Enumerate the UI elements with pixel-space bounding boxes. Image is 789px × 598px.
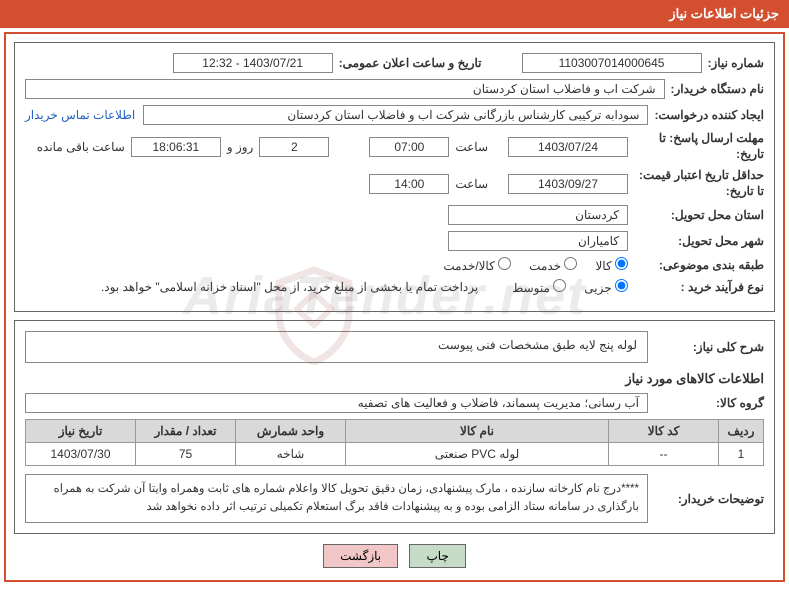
row-general-desc: شرح کلی نیاز: لوله پنج لایه طبق مشخصات ف… <box>25 331 764 363</box>
row-buyer-org: نام دستگاه خریدار: شرکت اب و فاضلاب استا… <box>25 79 764 99</box>
process-radio-partial[interactable] <box>615 279 628 292</box>
page-title: جزئیات اطلاعات نیاز <box>669 6 779 21</box>
page-header: جزئیات اطلاعات نیاز <box>0 0 789 28</box>
goods-box: شرح کلی نیاز: لوله پنج لایه طبق مشخصات ف… <box>14 320 775 534</box>
purchase-process-note: پرداخت تمام یا بخشی از مبلغ خرید، از محل… <box>101 280 478 294</box>
category-radio-goods[interactable] <box>615 257 628 270</box>
category-label: طبقه بندی موضوعی: <box>634 258 764 272</box>
process-opt-medium[interactable]: متوسط <box>512 279 566 295</box>
row-delivery-province: استان محل تحویل: کردستان <box>25 205 764 225</box>
buyer-notes-value: ****درج نام کارخانه سازنده ، مارک پیشنها… <box>25 474 648 523</box>
price-validity-time: 14:00 <box>369 174 449 194</box>
general-desc-label: شرح کلی نیاز: <box>654 340 764 354</box>
th-need-date: تاریخ نیاز <box>26 420 136 443</box>
table-header-row: ردیف کد کالا نام کالا واحد شمارش تعداد /… <box>26 420 764 443</box>
th-qty: تعداد / مقدار <box>136 420 236 443</box>
row-response-deadline: مهلت ارسال پاسخ: تا تاریخ: 1403/07/24 سا… <box>25 131 764 162</box>
response-remaining-suffix: ساعت باقی مانده <box>37 140 125 154</box>
goods-group-value: آب رسانی؛ مدیریت پسماند، فاضلاب و فعالیت… <box>25 393 648 413</box>
print-button[interactable]: چاپ <box>409 544 465 568</box>
response-clock: 18:06:31 <box>131 137 221 157</box>
process-opt-partial[interactable]: جزیی <box>584 279 628 295</box>
requester-value: سودابه ترکیبی کارشناس بازرگانی شرکت اب و… <box>143 105 648 125</box>
category-radio-service[interactable] <box>564 257 577 270</box>
buyer-contact-link[interactable]: اطلاعات تماس خریدار <box>25 108 135 122</box>
response-deadline-label: مهلت ارسال پاسخ: تا تاریخ: <box>634 131 764 162</box>
response-days-suffix: روز و <box>227 140 254 154</box>
delivery-city-label: شهر محل تحویل: <box>634 234 764 248</box>
buyer-org-value: شرکت اب و فاضلاب استان کردستان <box>25 79 665 99</box>
price-validity-time-label: ساعت <box>455 177 488 191</box>
price-validity-date: 1403/09/27 <box>508 174 628 194</box>
goods-table: ردیف کد کالا نام کالا واحد شمارش تعداد /… <box>25 419 764 466</box>
general-desc-value: لوله پنج لایه طبق مشخصات فنی پیوست <box>25 331 648 363</box>
row-category: طبقه بندی موضوعی: کالا خدمت کالا/خدمت <box>25 257 764 273</box>
row-goods-group: گروه کالا: آب رسانی؛ مدیریت پسماند، فاضل… <box>25 393 764 413</box>
announce-label: تاریخ و ساعت اعلان عمومی: <box>339 56 482 70</box>
row-buyer-notes: توضیحات خریدار: ****درج نام کارخانه سازن… <box>25 474 764 523</box>
button-row: چاپ بازگشت <box>14 544 775 568</box>
response-time-label: ساعت <box>455 140 488 154</box>
response-deadline-date: 1403/07/24 <box>508 137 628 157</box>
announce-value: 1403/07/21 - 12:32 <box>173 53 333 73</box>
back-button[interactable]: بازگشت <box>323 544 398 568</box>
cell-qty: 75 <box>136 443 236 466</box>
cell-need-date: 1403/07/30 <box>26 443 136 466</box>
process-radio-medium[interactable] <box>553 279 566 292</box>
purchase-process-label: نوع فرآیند خرید : <box>634 280 764 294</box>
row-need-number: شماره نیاز: 1103007014000645 تاریخ و ساع… <box>25 53 764 73</box>
delivery-city-value: کامیاران <box>448 231 628 251</box>
row-delivery-city: شهر محل تحویل: کامیاران <box>25 231 764 251</box>
delivery-province-value: کردستان <box>448 205 628 225</box>
buyer-notes-label: توضیحات خریدار: <box>654 492 764 506</box>
buyer-org-label: نام دستگاه خریدار: <box>671 82 765 96</box>
details-box: شماره نیاز: 1103007014000645 تاریخ و ساع… <box>14 42 775 312</box>
need-number-value: 1103007014000645 <box>522 53 702 73</box>
th-row: ردیف <box>719 420 764 443</box>
delivery-province-label: استان محل تحویل: <box>634 208 764 222</box>
response-days: 2 <box>259 137 329 157</box>
cell-unit: شاخه <box>236 443 346 466</box>
category-opt-goods[interactable]: کالا <box>595 257 628 273</box>
category-radio-both[interactable] <box>498 257 511 270</box>
th-code: کد کالا <box>609 420 719 443</box>
response-deadline-time: 07:00 <box>369 137 449 157</box>
price-validity-label: حداقل تاریخ اعتبار قیمت: تا تاریخ: <box>634 168 764 199</box>
row-requester: ایجاد کننده درخواست: سودابه ترکیبی کارشن… <box>25 105 764 125</box>
th-name: نام کالا <box>346 420 609 443</box>
goods-group-label: گروه کالا: <box>654 396 764 410</box>
cell-name: لوله PVC صنعتی <box>346 443 609 466</box>
table-row: 1 -- لوله PVC صنعتی شاخه 75 1403/07/30 <box>26 443 764 466</box>
goods-info-title: اطلاعات کالاهای مورد نیاز <box>25 371 764 387</box>
th-unit: واحد شمارش <box>236 420 346 443</box>
need-number-label: شماره نیاز: <box>708 56 764 70</box>
cell-code: -- <box>609 443 719 466</box>
requester-label: ایجاد کننده درخواست: <box>654 108 764 122</box>
row-price-validity: حداقل تاریخ اعتبار قیمت: تا تاریخ: 1403/… <box>25 168 764 199</box>
cell-row: 1 <box>719 443 764 466</box>
row-purchase-process: نوع فرآیند خرید : جزیی متوسط پرداخت تمام… <box>25 279 764 295</box>
category-opt-both[interactable]: کالا/خدمت <box>443 257 511 273</box>
main-frame: شماره نیاز: 1103007014000645 تاریخ و ساع… <box>4 32 785 582</box>
category-opt-service[interactable]: خدمت <box>529 257 577 273</box>
